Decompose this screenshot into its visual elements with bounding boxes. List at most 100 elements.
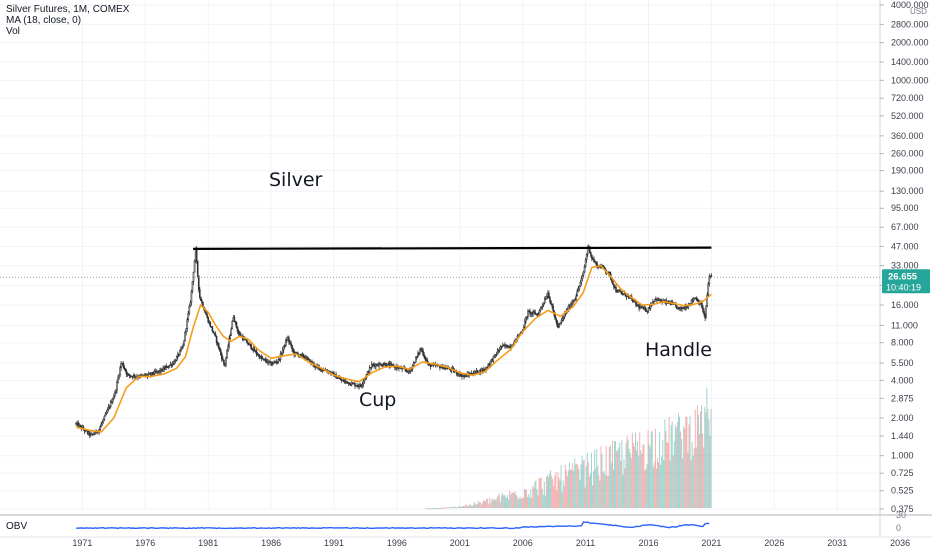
candle-body — [171, 362, 174, 366]
volume-bar — [705, 412, 707, 508]
candle-body — [705, 305, 707, 319]
volume-bar — [642, 444, 644, 508]
obv-label[interactable]: OBV — [6, 521, 28, 532]
candle-body — [570, 304, 572, 308]
volume-bar — [474, 503, 476, 508]
volume-bar — [545, 476, 547, 508]
volume-bar — [524, 489, 526, 508]
candle-body — [573, 299, 575, 302]
candle-body — [422, 350, 424, 356]
candle-body — [692, 298, 695, 302]
candle-body — [381, 365, 384, 367]
volume-bar — [700, 411, 702, 508]
volume-bar — [501, 493, 503, 508]
volume-bar — [587, 461, 589, 508]
volume-bar — [445, 507, 447, 509]
price-tick-label: 1.000 — [891, 451, 914, 461]
candle-body — [702, 307, 704, 312]
volume-bar — [517, 499, 519, 508]
candle-body — [120, 362, 122, 368]
volume-bar — [568, 462, 570, 508]
volume-bar — [676, 422, 678, 508]
volume-bar — [532, 485, 534, 508]
volume-bar — [429, 508, 431, 510]
volume-bar — [519, 496, 521, 508]
volume-bar — [533, 487, 535, 508]
candle-body — [706, 294, 709, 306]
volume-bar — [548, 477, 549, 508]
volume-bar — [492, 500, 494, 508]
volume-bar — [707, 409, 709, 508]
volume-bar — [543, 481, 545, 508]
legend-ma[interactable]: MA (18, close, 0) — [6, 15, 82, 26]
candle-body — [88, 431, 91, 436]
candle-body — [103, 415, 106, 420]
price-tick-label: 2000.000 — [891, 38, 929, 48]
candle-body — [184, 331, 186, 341]
price-tick-label: 95.000 — [891, 203, 919, 213]
trendline-group — [193, 246, 712, 250]
volume-bar — [450, 506, 452, 508]
volume-bar — [458, 506, 460, 508]
candle-body — [612, 280, 614, 285]
volume-bar — [452, 507, 454, 509]
candle-body — [366, 371, 369, 375]
time-tick-label: 2001 — [450, 538, 470, 548]
volume-bar — [670, 424, 672, 508]
candle-body — [370, 363, 373, 368]
volume-bar — [468, 505, 470, 508]
volume-bar — [658, 462, 660, 508]
price-tick-label: 260.000 — [891, 149, 924, 159]
candle-body — [589, 246, 591, 253]
candle-body — [306, 357, 309, 360]
volume-bar — [426, 508, 428, 510]
volume-bar — [478, 502, 480, 508]
volume-bar — [431, 508, 433, 510]
candle-body — [123, 366, 126, 370]
volume-bar — [646, 463, 648, 508]
volume-bar — [433, 508, 435, 510]
price-badge-countdown: 10:40:19 — [886, 282, 921, 292]
volume-bar — [574, 458, 576, 508]
volume-bar — [518, 497, 520, 508]
volume-bar — [441, 508, 443, 510]
volume-bar — [672, 455, 674, 508]
obv-line — [76, 521, 710, 530]
volume-bar — [622, 474, 624, 508]
volume-bar — [684, 428, 686, 508]
candle-body — [554, 314, 557, 320]
volume-bar — [438, 508, 440, 510]
candle-body — [339, 377, 342, 380]
candle-body — [284, 340, 287, 347]
candle-body — [602, 265, 605, 268]
candle-body — [551, 303, 553, 307]
candle-body — [104, 413, 107, 417]
volume-bar — [598, 475, 600, 508]
candle-body — [386, 363, 389, 367]
legend-symbol[interactable]: Silver Futures, 1M, COMEX — [6, 4, 130, 15]
volume-bar — [497, 495, 499, 508]
volume-bar — [527, 496, 529, 508]
volume-bar — [566, 475, 568, 508]
candle-body — [690, 299, 693, 305]
legend-vol[interactable]: Vol — [6, 26, 20, 37]
volume-bar — [448, 507, 450, 509]
volume-bar — [644, 470, 646, 508]
volume-bar — [657, 457, 659, 508]
volume-bar — [577, 464, 579, 508]
candle-body — [215, 335, 218, 343]
candle-body — [647, 307, 650, 312]
volume-bar — [662, 439, 664, 508]
candle-body — [199, 289, 201, 298]
candle-body — [200, 296, 202, 301]
candle-body — [423, 354, 425, 358]
volume-bar — [683, 426, 685, 508]
volume-bar — [487, 498, 489, 508]
candle-body — [290, 343, 292, 346]
candle-body — [201, 300, 203, 303]
candle-body — [221, 353, 223, 360]
candle-body — [281, 349, 284, 355]
volume-bar — [686, 416, 688, 508]
candle-body — [544, 298, 547, 300]
volume-bar — [473, 501, 475, 508]
